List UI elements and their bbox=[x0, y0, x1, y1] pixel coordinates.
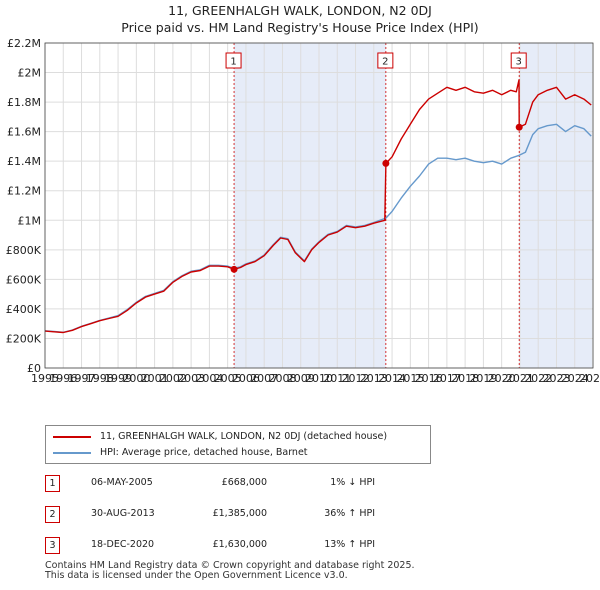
x-tick-label: 2022 bbox=[524, 372, 552, 385]
x-tick-label: 2004 bbox=[195, 372, 223, 385]
x-tick-label: 2001 bbox=[141, 372, 169, 385]
sale-badge-2: 2 bbox=[377, 52, 394, 69]
series-lines bbox=[44, 79, 592, 334]
x-tick-label: 2018 bbox=[451, 372, 479, 385]
sale-badge-3: 3 bbox=[510, 52, 527, 69]
sale-price: £668,000 bbox=[221, 477, 267, 488]
y-tick-label: £1.6M bbox=[7, 126, 41, 139]
legend-swatch-hpi bbox=[53, 451, 91, 454]
sale-date: 30-AUG-2013 bbox=[91, 508, 155, 519]
x-tick-label: 2002 bbox=[159, 372, 187, 385]
legend: 11, GREENHALGH WALK, LONDON, N2 0DJ (det… bbox=[45, 425, 431, 464]
y-tick-label: £400K bbox=[6, 303, 42, 316]
footer: Contains HM Land Registry data © Crown c… bbox=[45, 561, 415, 581]
sale-badges: 1 2 3 bbox=[225, 52, 527, 69]
x-tick-label: 2006 bbox=[232, 372, 260, 385]
x-tick-label: 2011 bbox=[323, 372, 351, 385]
y-tick-labels: £0 £200K £400K £600K £800K £1M £1.2M £1.4M £1.6M… bbox=[6, 37, 42, 375]
sale-date: 18-DEC-2020 bbox=[91, 539, 155, 550]
sale-badge-label: 3 bbox=[516, 57, 522, 68]
x-tick-label: 2009 bbox=[287, 372, 315, 385]
x-tick-label: 2024 bbox=[561, 372, 589, 385]
legend-label-property: 11, GREENHALGH WALK, LONDON, N2 0DJ (det… bbox=[100, 431, 388, 442]
y-tick-label: £600K bbox=[6, 273, 42, 286]
title-line-1: 11, GREENHALGH WALK, LONDON, N2 0DJ bbox=[168, 3, 432, 18]
legend-swatch-property bbox=[53, 435, 91, 438]
y-tick-label: £2M bbox=[18, 67, 42, 80]
x-tick-label: 2023 bbox=[542, 372, 570, 385]
sale-badge-box bbox=[225, 52, 242, 69]
x-tick-label: 2019 bbox=[469, 372, 497, 385]
table-row: 2 30-AUG-2013 £1,385,000 36% ↑ HPI bbox=[45, 503, 405, 525]
y-tick-label: £2.2M bbox=[7, 37, 41, 50]
sale-hpi-change: 1% ↓ HPI bbox=[330, 477, 375, 488]
plot-frame bbox=[44, 42, 594, 369]
sale-badge-box bbox=[510, 52, 527, 69]
x-tick-label: 2021 bbox=[506, 372, 534, 385]
shaded-band-2 bbox=[519, 43, 593, 368]
y-tick-label: £1.2M bbox=[7, 185, 41, 198]
sale-badge-1: 1 bbox=[225, 52, 242, 69]
y-tick-label: £0 bbox=[27, 362, 41, 375]
footer-line-1: Contains HM Land Registry data © Crown c… bbox=[45, 560, 415, 571]
sale-date: 06-MAY-2005 bbox=[91, 477, 153, 488]
footer-line-2: This data is licensed under the Open Gov… bbox=[45, 570, 348, 581]
x-tick-label: 2013 bbox=[360, 372, 388, 385]
sale-badge-label: 1 bbox=[230, 57, 236, 68]
x-tick-label: 1996 bbox=[49, 372, 77, 385]
y-tick-label: £800K bbox=[6, 244, 42, 257]
x-tick-label: 2014 bbox=[378, 372, 406, 385]
legend-item-hpi: HPI: Average price, detached house, Barn… bbox=[53, 446, 308, 460]
title-line-2: Price paid vs. HM Land Registry's House … bbox=[121, 20, 479, 35]
y-tick-label: £200K bbox=[6, 332, 42, 345]
table-row: 3 18-DEC-2020 £1,630,000 13% ↑ HPI bbox=[45, 534, 405, 556]
sale-badge-label: 2 bbox=[382, 57, 388, 68]
table-row: 1 06-MAY-2005 £668,000 1% ↓ HPI bbox=[45, 472, 405, 494]
sale-marker-3 bbox=[515, 123, 523, 131]
sale-marker-2 bbox=[382, 159, 390, 167]
price-chart: £0 £200K £400K £600K £800K £1M £1.2M £1.4M £1.6M… bbox=[6, 37, 600, 385]
x-tick-label: 2003 bbox=[177, 372, 205, 385]
y-tick-label: £1M bbox=[18, 214, 42, 227]
x-tick-label: 2000 bbox=[122, 372, 150, 385]
property-price-line bbox=[44, 79, 592, 334]
x-tick-label: 2007 bbox=[250, 372, 278, 385]
y-tick-label: £1.8M bbox=[7, 96, 41, 109]
x-tick-labels: 1995199619971998199920002001200220032004… bbox=[31, 372, 600, 385]
x-tick-label: 2016 bbox=[415, 372, 443, 385]
x-tick-label: 2005 bbox=[214, 372, 242, 385]
x-tick-label: 1997 bbox=[68, 372, 96, 385]
sale-price: £1,385,000 bbox=[212, 508, 267, 519]
sale-badge-box bbox=[377, 52, 394, 69]
chart-title: 11, GREENHALGH WALK, LONDON, N2 0DJ Pric… bbox=[0, 2, 600, 36]
shaded-band-1 bbox=[234, 43, 386, 368]
sale-marker-1 bbox=[230, 265, 238, 273]
sale-hpi-change: 13% ↑ HPI bbox=[324, 539, 375, 550]
axes bbox=[44, 42, 594, 369]
x-tick-label: 2025 bbox=[579, 372, 600, 385]
sale-markers bbox=[230, 123, 523, 273]
x-tick-label: 2017 bbox=[433, 372, 461, 385]
x-tick-label: 1995 bbox=[31, 372, 59, 385]
x-tick-label: 2015 bbox=[396, 372, 424, 385]
x-tick-label: 2010 bbox=[305, 372, 333, 385]
legend-label-hpi: HPI: Average price, detached house, Barn… bbox=[100, 447, 308, 458]
sale-hpi-change: 36% ↑ HPI bbox=[324, 508, 375, 519]
sale-badge: 3 bbox=[45, 537, 60, 554]
sale-badge: 2 bbox=[45, 506, 60, 523]
sale-badge: 1 bbox=[45, 475, 60, 492]
x-tick-label: 2012 bbox=[342, 372, 370, 385]
y-tick-label: £1.4M bbox=[7, 155, 41, 168]
legend-item-property: 11, GREENHALGH WALK, LONDON, N2 0DJ (det… bbox=[53, 430, 387, 444]
x-tick-label: 1999 bbox=[104, 372, 132, 385]
x-tick-label: 1998 bbox=[86, 372, 114, 385]
grid-lines bbox=[44, 42, 594, 369]
x-tick-label: 2008 bbox=[268, 372, 296, 385]
sale-price: £1,630,000 bbox=[212, 539, 267, 550]
x-tick-label: 2020 bbox=[488, 372, 516, 385]
